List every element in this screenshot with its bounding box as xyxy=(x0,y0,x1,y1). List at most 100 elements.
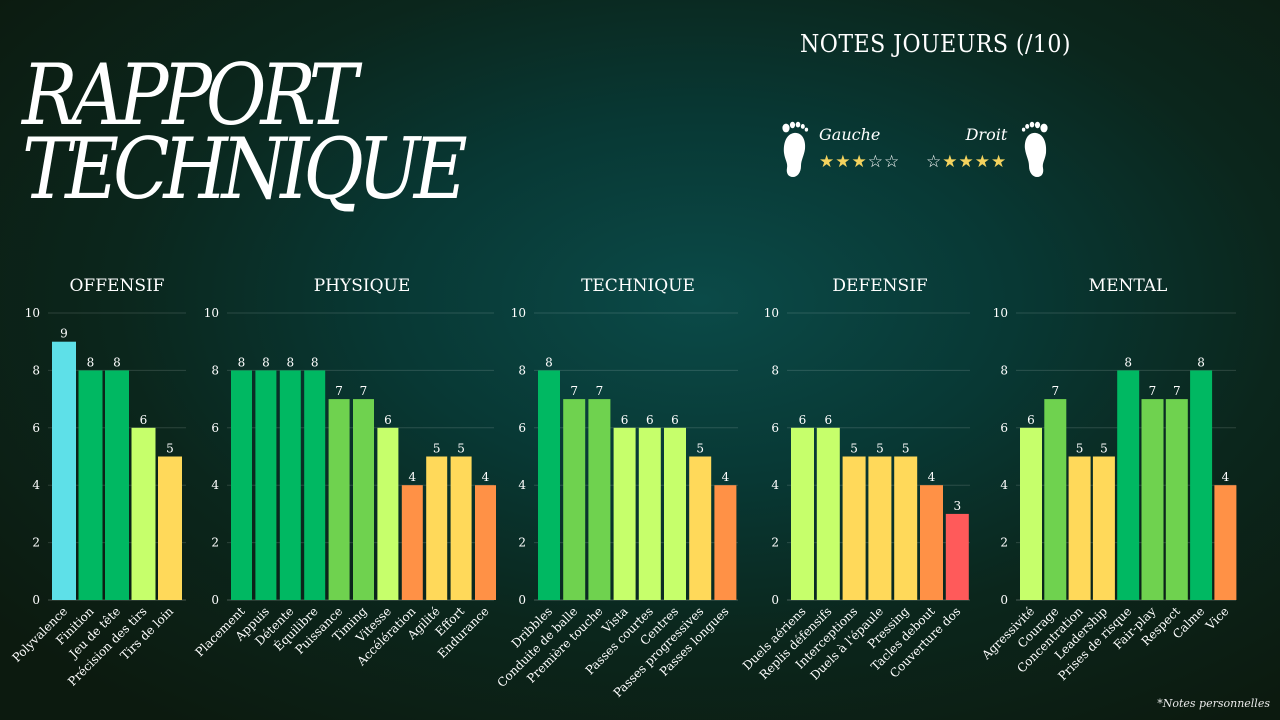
physique-value-label-7: 6 xyxy=(384,413,392,427)
mental-value-label-4: 5 xyxy=(1100,442,1108,456)
left-foot-star-1: ★ xyxy=(819,152,836,172)
physique-ytick: 10 xyxy=(204,306,219,320)
technique-bar-1 xyxy=(538,370,560,600)
mental-value-label-1: 6 xyxy=(1027,413,1035,427)
left-foot-label: Gauche xyxy=(819,125,881,144)
technique-ytick: 8 xyxy=(518,363,526,377)
defensif-bar-2 xyxy=(816,427,840,600)
mental-bar-7 xyxy=(1165,399,1188,600)
defensif-ytick: 6 xyxy=(771,421,779,435)
defensif-bar-1 xyxy=(791,427,814,600)
mental-value-label-6: 7 xyxy=(1149,384,1157,398)
mental-ytick: 0 xyxy=(1000,593,1008,607)
right-foot-star-2: ★ xyxy=(958,152,975,172)
footnote: *Notes personnelles xyxy=(1157,697,1270,710)
physique-bar-4 xyxy=(304,370,326,600)
physique-bar-10 xyxy=(450,456,472,600)
defensif-value-label-1: 6 xyxy=(799,413,807,427)
physique-value-label-8: 4 xyxy=(408,470,416,484)
mental-value-label-9: 4 xyxy=(1222,470,1230,484)
right-foot-icon xyxy=(1021,121,1048,177)
defensif-chart-title: DEFENSIF xyxy=(832,276,927,296)
technique-value-label-4: 6 xyxy=(621,413,629,427)
technique-bar-8 xyxy=(714,485,737,600)
notes-title: NOTES JOUEURS (/10) xyxy=(800,30,1071,58)
defensif-value-label-4: 5 xyxy=(876,442,884,456)
offensif-value-label-5: 5 xyxy=(166,442,174,456)
physique-bar-6 xyxy=(353,399,374,600)
mental-bar-1 xyxy=(1020,427,1042,600)
defensif-value-label-6: 4 xyxy=(928,470,936,484)
left-foot-star-5: ☆ xyxy=(884,152,901,172)
title-line-1: RAPPORT xyxy=(22,46,358,144)
mental-category-label-9: Vice xyxy=(1202,604,1231,633)
technique-chart-title: TECHNIQUE xyxy=(581,276,695,296)
physique-ytick: 2 xyxy=(211,536,219,550)
left-foot-icon xyxy=(782,121,809,177)
defensif-ytick: 2 xyxy=(771,536,779,550)
title-line-2: TECHNIQUE xyxy=(22,120,468,218)
technique-value-label-5: 6 xyxy=(646,413,654,427)
right-foot-label: Droit xyxy=(965,125,1008,144)
physique-value-label-4: 8 xyxy=(311,355,319,369)
right-foot-stars: ☆★★★★ xyxy=(926,152,1007,172)
technique-ytick: 6 xyxy=(518,421,526,435)
physique-value-label-10: 5 xyxy=(457,442,465,456)
technique-bar-4 xyxy=(613,427,636,600)
physique-value-label-11: 4 xyxy=(482,470,490,484)
left-foot-rating: Gauche ★★★☆☆ xyxy=(819,125,900,172)
left-foot-star-2: ★ xyxy=(835,152,852,172)
mental-ytick: 10 xyxy=(993,306,1008,320)
technique-value-label-7: 5 xyxy=(696,442,704,456)
mental-value-label-7: 7 xyxy=(1173,384,1181,398)
defensif-ytick: 4 xyxy=(771,478,779,492)
defensif-ytick: 0 xyxy=(771,593,779,607)
technique-value-label-3: 7 xyxy=(596,384,604,398)
page-title: RAPPORT TECHNIQUE xyxy=(22,46,468,218)
defensif-value-label-3: 5 xyxy=(850,442,858,456)
technique-bar-6 xyxy=(664,427,686,600)
mental-bar-8 xyxy=(1190,370,1213,600)
technique-bar-7 xyxy=(689,456,712,600)
physique-bar-7 xyxy=(377,427,399,600)
mental-value-label-2: 7 xyxy=(1051,384,1059,398)
mental-bar-5 xyxy=(1117,370,1140,600)
defensif-value-label-5: 5 xyxy=(902,442,910,456)
defensif-bar-7 xyxy=(945,513,969,600)
physique-bar-3 xyxy=(279,370,301,600)
defensif-ytick: 10 xyxy=(764,306,779,320)
physique-bar-11 xyxy=(475,485,496,600)
physique-bar-5 xyxy=(328,399,350,600)
right-foot-star-outline: ☆ xyxy=(926,152,943,172)
technique-value-label-6: 6 xyxy=(671,413,679,427)
technique-value-label-1: 8 xyxy=(545,355,553,369)
defensif-ytick: 8 xyxy=(771,363,779,377)
left-foot-stars: ★★★☆☆ xyxy=(819,152,900,172)
offensif-ytick: 4 xyxy=(32,478,40,492)
physique-ytick: 4 xyxy=(211,478,219,492)
physique-ytick: 6 xyxy=(211,421,219,435)
technique-bar-3 xyxy=(588,399,611,600)
offensif-value-label-1: 9 xyxy=(60,327,68,341)
physique-value-label-1: 8 xyxy=(238,355,246,369)
offensif-ytick: 0 xyxy=(32,593,40,607)
physique-bar-1 xyxy=(231,370,252,600)
right-foot-star-1: ★ xyxy=(942,152,959,172)
physique-bar-8 xyxy=(401,485,423,600)
physique-ytick: 0 xyxy=(211,593,219,607)
defensif-value-label-2: 6 xyxy=(824,413,832,427)
technique-ytick: 0 xyxy=(518,593,526,607)
offensif-ytick: 2 xyxy=(32,536,40,550)
offensif-bar-3 xyxy=(105,370,129,600)
physique-value-label-5: 7 xyxy=(335,384,343,398)
offensif-ytick: 6 xyxy=(32,421,40,435)
mental-value-label-8: 8 xyxy=(1197,355,1205,369)
physique-ytick: 8 xyxy=(211,363,219,377)
defensif-bar-6 xyxy=(920,485,943,600)
offensif-bar-5 xyxy=(158,456,182,600)
left-foot-star-3: ★ xyxy=(851,152,868,172)
technique-value-label-8: 4 xyxy=(722,470,730,484)
defensif-value-label-7: 3 xyxy=(953,499,961,513)
mental-value-label-5: 8 xyxy=(1124,355,1132,369)
